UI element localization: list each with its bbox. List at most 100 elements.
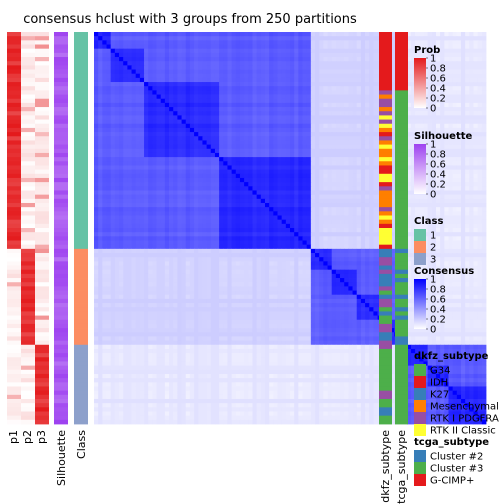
- consensus-cell: [481, 173, 487, 179]
- consensus-cell: [135, 102, 141, 108]
- prob-cell: [21, 223, 35, 229]
- prob-cell: [7, 294, 21, 300]
- consensus-cell: [181, 148, 187, 154]
- consensus-cell: [281, 223, 287, 229]
- consensus-cell: [356, 107, 362, 112]
- consensus-cell: [331, 82, 337, 87]
- consensus-cell: [252, 198, 258, 204]
- consensus-cell: [269, 182, 274, 187]
- consensus-cell: [260, 177, 266, 183]
- consensus-cell: [294, 215, 299, 221]
- consensus-cell: [273, 90, 278, 95]
- consensus-cell: [331, 94, 337, 100]
- consensus-cell: [123, 136, 128, 141]
- consensus-cell: [169, 73, 174, 79]
- consensus-cell: [231, 144, 237, 150]
- consensus-cell: [444, 98, 449, 104]
- consensus-cell: [264, 98, 270, 104]
- consensus-cell: [244, 32, 249, 37]
- consensus-cell: [235, 132, 241, 137]
- consensus-cell: [102, 98, 107, 104]
- consensus-cell: [160, 61, 166, 66]
- consensus-cell: [244, 223, 249, 229]
- consensus-cell: [227, 215, 233, 221]
- silhouette-cell: [54, 273, 68, 279]
- consensus-cell: [431, 202, 437, 208]
- consensus-cell: [390, 190, 395, 196]
- consensus-cell: [173, 173, 178, 179]
- consensus-cell: [177, 90, 182, 95]
- consensus-cell: [369, 132, 374, 137]
- consensus-cell: [244, 107, 249, 112]
- consensus-cell: [127, 102, 132, 108]
- class-cell: [74, 390, 88, 396]
- consensus-cell: [177, 211, 182, 216]
- consensus-cell: [169, 132, 174, 137]
- consensus-cell: [352, 73, 358, 79]
- consensus-cell: [198, 186, 203, 191]
- consensus-cell: [181, 73, 187, 79]
- consensus-cell: [440, 228, 445, 233]
- consensus-cell: [340, 123, 345, 129]
- consensus-cell: [406, 186, 412, 191]
- consensus-cell: [331, 186, 337, 191]
- consensus-cell: [144, 94, 149, 100]
- consensus-cell: [298, 90, 303, 95]
- consensus-cell: [431, 119, 437, 125]
- consensus-cell: [202, 169, 207, 175]
- consensus-cell: [419, 107, 424, 112]
- class-cell: [74, 90, 88, 95]
- consensus-cell: [302, 148, 308, 154]
- consensus-cell: [198, 169, 203, 175]
- consensus-cell: [340, 52, 345, 58]
- consensus-cell: [210, 36, 216, 41]
- consensus-cell: [352, 111, 358, 116]
- consensus-cell: [469, 44, 474, 50]
- consensus-cell: [335, 219, 341, 225]
- prob-cell: [21, 157, 35, 162]
- consensus-cell: [189, 90, 195, 95]
- consensus-cell: [169, 107, 174, 112]
- consensus-cell: [110, 215, 116, 221]
- consensus-cell: [335, 144, 341, 150]
- consensus-cell: [477, 202, 483, 208]
- consensus-cell: [460, 115, 466, 120]
- consensus-cell: [331, 190, 337, 196]
- consensus-cell: [456, 215, 462, 221]
- consensus-cell: [269, 228, 274, 233]
- consensus-cell: [110, 73, 116, 79]
- consensus-cell: [264, 177, 270, 183]
- consensus-cell: [102, 157, 107, 162]
- consensus-cell: [256, 152, 262, 158]
- consensus-cell: [198, 61, 203, 66]
- consensus-cell: [252, 73, 258, 79]
- prob-cell: [35, 357, 49, 362]
- consensus-cell: [340, 86, 345, 91]
- consensus-cell: [290, 82, 295, 87]
- consensus-cell: [160, 73, 166, 79]
- consensus-cell: [227, 107, 233, 112]
- prob-cell: [7, 207, 21, 212]
- consensus-cell: [227, 69, 233, 75]
- consensus-cell: [98, 111, 103, 116]
- consensus-cell: [177, 148, 182, 154]
- consensus-cell: [410, 194, 416, 200]
- consensus-cell: [235, 157, 241, 162]
- consensus-cell: [235, 94, 241, 100]
- consensus-cell: [369, 98, 374, 104]
- consensus-cell: [189, 102, 195, 108]
- consensus-cell: [173, 182, 178, 187]
- consensus-cell: [327, 40, 333, 45]
- consensus-cell: [110, 232, 116, 237]
- consensus-cell: [252, 98, 258, 104]
- consensus-cell: [198, 77, 203, 83]
- consensus-cell: [306, 182, 312, 187]
- silhouette-cell: [54, 136, 68, 141]
- consensus-cell: [210, 65, 216, 70]
- consensus-cell: [373, 115, 378, 120]
- consensus-cell: [206, 98, 212, 104]
- consensus-cell: [185, 44, 191, 50]
- consensus-cell: [260, 107, 266, 112]
- prob-cell: [35, 311, 49, 316]
- consensus-cell: [285, 98, 291, 104]
